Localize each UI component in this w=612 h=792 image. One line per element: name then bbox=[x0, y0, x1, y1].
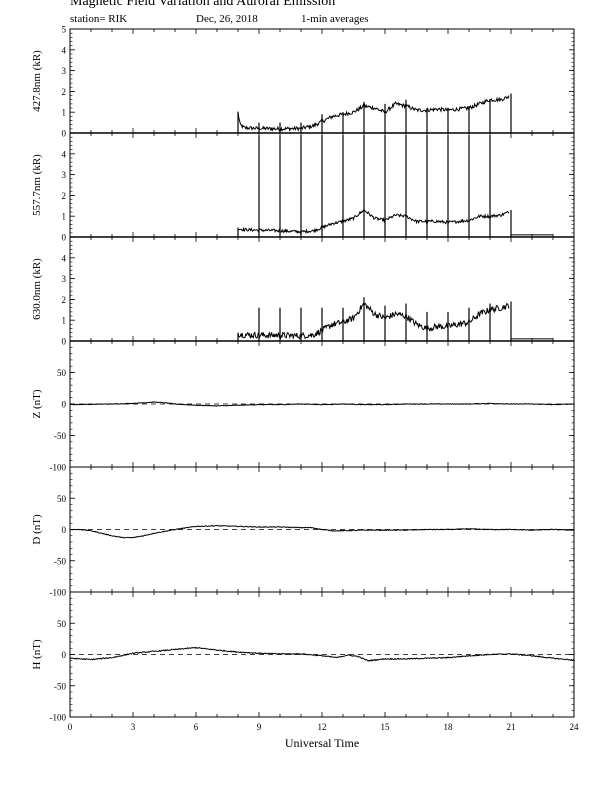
y-axis-label: 557.7nm (kR) bbox=[31, 154, 43, 216]
x-tick-label: 9 bbox=[257, 722, 262, 732]
y-tick-label: 50 bbox=[57, 494, 67, 504]
y-tick-label: -100 bbox=[50, 463, 67, 473]
x-tick-label: 24 bbox=[570, 722, 580, 732]
y-axis-label: Z (nT) bbox=[31, 389, 43, 418]
x-tick-label: 3 bbox=[131, 722, 136, 732]
x-tick-label: 6 bbox=[194, 722, 199, 732]
y-tick-label: 50 bbox=[57, 619, 67, 629]
x-tick-label: 21 bbox=[507, 722, 516, 732]
panel-5: -100 -50 0 50 D (nT) bbox=[31, 466, 575, 598]
y-tick-label: 2 bbox=[62, 87, 67, 97]
y-tick-label: 3 bbox=[62, 66, 67, 76]
y-tick-label: -100 bbox=[50, 713, 67, 723]
y-tick-label: 50 bbox=[57, 368, 67, 378]
x-axis-label: Universal Time bbox=[285, 736, 359, 750]
y-tick-label: 4 bbox=[62, 149, 67, 159]
series-line bbox=[237, 301, 510, 340]
x-tick-label: 12 bbox=[318, 722, 327, 732]
panel-3: 0 1 2 3 4 630.0nm (kR) bbox=[31, 236, 575, 347]
y-tick-label: -50 bbox=[54, 556, 66, 566]
y-tick-label: 3 bbox=[62, 274, 67, 284]
panel-1: 0 1 2 3 4 5 427.8nm (kR) bbox=[31, 25, 575, 139]
y-axis-label: 630.0nm (kR) bbox=[31, 258, 43, 320]
y-tick-label: 2 bbox=[62, 295, 67, 305]
y-tick-label: 0 bbox=[62, 337, 67, 347]
y-tick-label: -100 bbox=[50, 588, 67, 598]
x-tick-label: 15 bbox=[381, 722, 391, 732]
y-axis-label: H (nT) bbox=[31, 639, 43, 670]
y-tick-label: 0 bbox=[62, 650, 67, 660]
date-label: Dec, 26, 2018 bbox=[196, 13, 258, 25]
y-axis-label: 427.8nm (kR) bbox=[31, 50, 43, 112]
y-tick-label: 5 bbox=[62, 25, 67, 35]
x-tick-label: 0 bbox=[68, 722, 73, 732]
series-line bbox=[69, 401, 575, 407]
panel-4: -100 -50 0 50 Z (nT) bbox=[31, 340, 575, 473]
y-tick-label: 0 bbox=[62, 525, 67, 535]
series-line bbox=[237, 95, 510, 133]
y-tick-label: 4 bbox=[62, 253, 67, 263]
station-label: station= RIK bbox=[70, 13, 128, 25]
y-tick-label: 2 bbox=[62, 191, 67, 201]
y-tick-label: 0 bbox=[62, 129, 67, 139]
x-tick-label: 18 bbox=[444, 722, 454, 732]
chart-title: Magnetic Field Variation and Auroral Emi… bbox=[70, 0, 336, 9]
y-tick-label: -50 bbox=[54, 431, 66, 441]
y-tick-label: 3 bbox=[62, 170, 67, 180]
series-line bbox=[69, 646, 575, 662]
y-tick-label: 1 bbox=[62, 108, 67, 118]
y-tick-label: 0 bbox=[62, 233, 67, 243]
y-tick-label: -50 bbox=[54, 681, 66, 691]
series-line bbox=[69, 524, 575, 539]
y-tick-label: 4 bbox=[62, 45, 67, 55]
averaging-label: 1-min averages bbox=[301, 13, 369, 25]
panel-6: -100 -50 0 50 H (nT) bbox=[31, 591, 575, 723]
y-tick-label: 0 bbox=[62, 400, 67, 410]
panel-2: 0 1 2 3 4 557.7nm (kR) bbox=[31, 132, 575, 243]
y-axis-label: D (nT) bbox=[31, 514, 43, 545]
series-line bbox=[237, 208, 510, 235]
y-tick-label: 1 bbox=[62, 212, 67, 222]
y-tick-label: 1 bbox=[62, 316, 67, 326]
